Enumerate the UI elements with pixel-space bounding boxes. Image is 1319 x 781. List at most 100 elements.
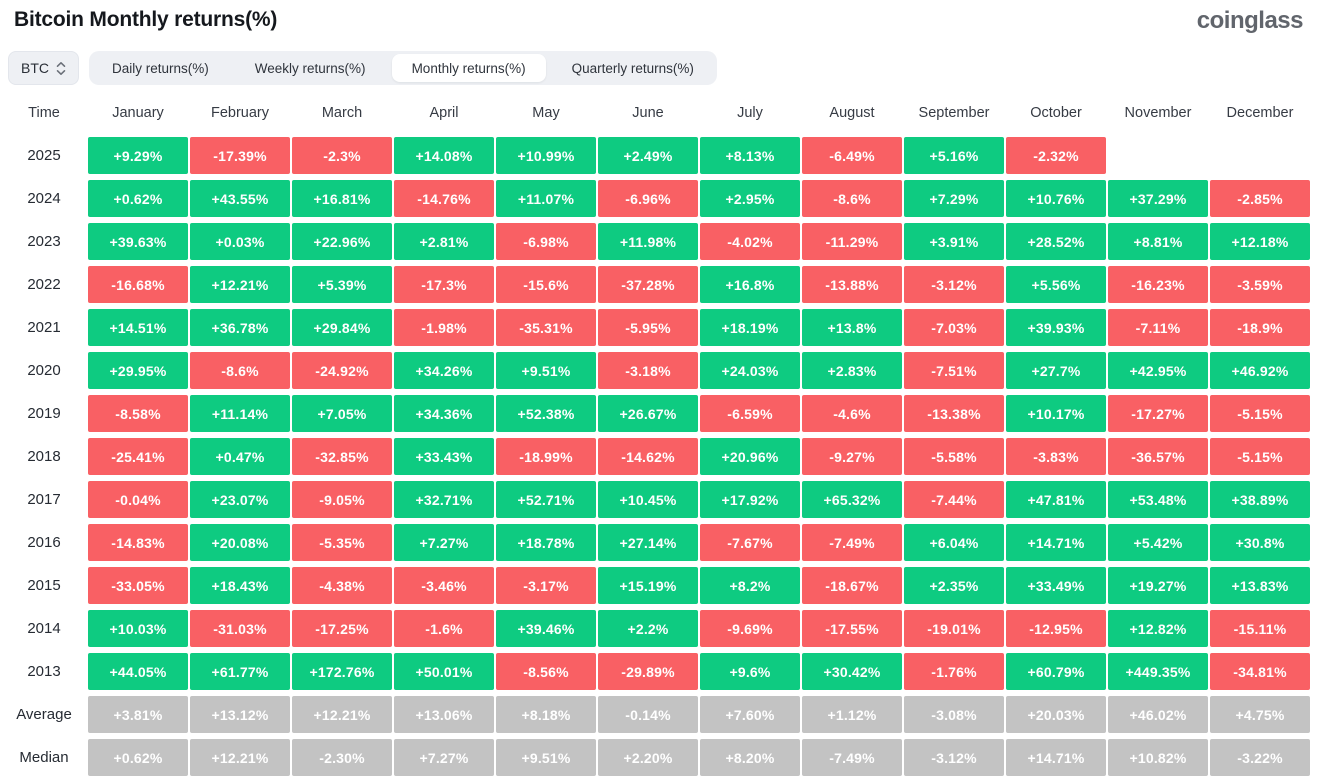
return-cell: -1.76% [904,653,1004,691]
return-cell: -25.41% [88,438,188,476]
return-cell: +5.39% [292,266,392,304]
return-cell: -13.88% [802,266,902,304]
symbol-select[interactable]: BTC [8,51,79,86]
return-cell: +5.42% [1108,524,1208,562]
return-cell: -8.56% [496,653,596,691]
return-cell: +65.32% [802,481,902,519]
topbar: Bitcoin Monthly returns(%) coinglass [0,0,1319,34]
return-cell: +27.7% [1006,352,1106,390]
return-cell: -33.05% [88,567,188,605]
return-cell: -9.05% [292,481,392,519]
return-cell: +14.08% [394,137,494,175]
return-cell: +13.8% [802,309,902,347]
return-cell: -24.92% [292,352,392,390]
return-cell: +12.18% [1210,223,1310,261]
column-header-december: December [1226,104,1294,121]
tab-daily-returns[interactable]: Daily returns(%) [92,54,229,82]
row-label-average: Average [16,706,72,724]
return-cell: +2.20% [598,739,698,777]
column-header-february: February [210,104,270,121]
return-cell: +34.26% [394,352,494,390]
return-cell: -17.39% [190,137,290,175]
return-cell: +46.92% [1210,352,1310,390]
column-header-july: July [737,104,763,121]
return-cell: -34.81% [1210,653,1310,691]
column-header-january: January [112,104,164,121]
return-cell: -31.03% [190,610,290,648]
column-header-september: September [918,104,990,121]
return-cell: +7.29% [904,180,1004,218]
row-label-2025: 2025 [27,147,61,165]
return-cell: -6.96% [598,180,698,218]
tab-monthly-returns[interactable]: Monthly returns(%) [391,54,546,83]
return-cell: +17.92% [700,481,800,519]
return-cell: -29.89% [598,653,698,691]
return-cell: +20.96% [700,438,800,476]
return-cell: +12.21% [292,696,392,734]
return-cell: -17.27% [1108,395,1208,433]
return-cell: +28.52% [1006,223,1106,261]
return-cell: +18.43% [190,567,290,605]
return-cell: -8.6% [190,352,290,390]
return-cell: +0.03% [190,223,290,261]
return-cell: +20.03% [1006,696,1106,734]
return-cell: +3.91% [904,223,1004,261]
return-cell: +172.76% [292,653,392,691]
updown-chevron-icon [56,61,66,76]
return-cell: -9.69% [700,610,800,648]
return-cell: +36.78% [190,309,290,347]
tab-quarterly-returns[interactable]: Quarterly returns(%) [552,54,714,82]
row-label-2019: 2019 [27,405,61,423]
return-cell: +34.36% [394,395,494,433]
return-cell: -7.11% [1108,309,1208,347]
return-cell: +43.55% [190,180,290,218]
return-cell: -6.98% [496,223,596,261]
row-label-median: Median [19,749,69,767]
return-cell: -16.23% [1108,266,1208,304]
return-cell: -19.01% [904,610,1004,648]
column-header-march: March [321,104,363,121]
return-cell: +4.75% [1210,696,1310,734]
return-cell: -3.22% [1210,739,1310,777]
return-cell: +9.29% [88,137,188,175]
return-cell: +14.71% [1006,739,1106,777]
return-cell: +7.05% [292,395,392,433]
return-cell: +11.07% [496,180,596,218]
return-cell: -14.62% [598,438,698,476]
return-cell: -36.57% [1108,438,1208,476]
return-cell [1108,137,1208,174]
return-cell: -9.27% [802,438,902,476]
return-cell: -0.04% [88,481,188,519]
return-cell: +5.56% [1006,266,1106,304]
return-cell: -3.12% [904,266,1004,304]
return-cell: -15.11% [1210,610,1310,648]
return-cell: -7.44% [904,481,1004,519]
return-cell: -3.08% [904,696,1004,734]
return-cell: -8.58% [88,395,188,433]
return-cell: +29.84% [292,309,392,347]
column-header-june: June [632,104,664,121]
page-title: Bitcoin Monthly returns(%) [14,8,278,31]
return-cell: +10.99% [496,137,596,175]
return-cell: -32.85% [292,438,392,476]
return-cell: +39.63% [88,223,188,261]
tab-weekly-returns[interactable]: Weekly returns(%) [235,54,386,82]
row-label-2013: 2013 [27,663,61,681]
return-cell: +16.81% [292,180,392,218]
return-cell: -17.3% [394,266,494,304]
row-label-2021: 2021 [27,319,61,337]
return-cell: +52.71% [496,481,596,519]
return-cell: +19.27% [1108,567,1208,605]
return-cell: +10.17% [1006,395,1106,433]
return-cell: -5.15% [1210,438,1310,476]
return-cell: +10.82% [1108,739,1208,777]
return-cell: +24.03% [700,352,800,390]
return-cell: +7.60% [700,696,800,734]
return-cell: +13.83% [1210,567,1310,605]
return-cell: +9.6% [700,653,800,691]
return-cell: +26.67% [598,395,698,433]
coinglass-logo: coinglass [1196,7,1304,34]
return-cell: +8.20% [700,739,800,777]
return-cell: +0.47% [190,438,290,476]
return-cell: +13.12% [190,696,290,734]
